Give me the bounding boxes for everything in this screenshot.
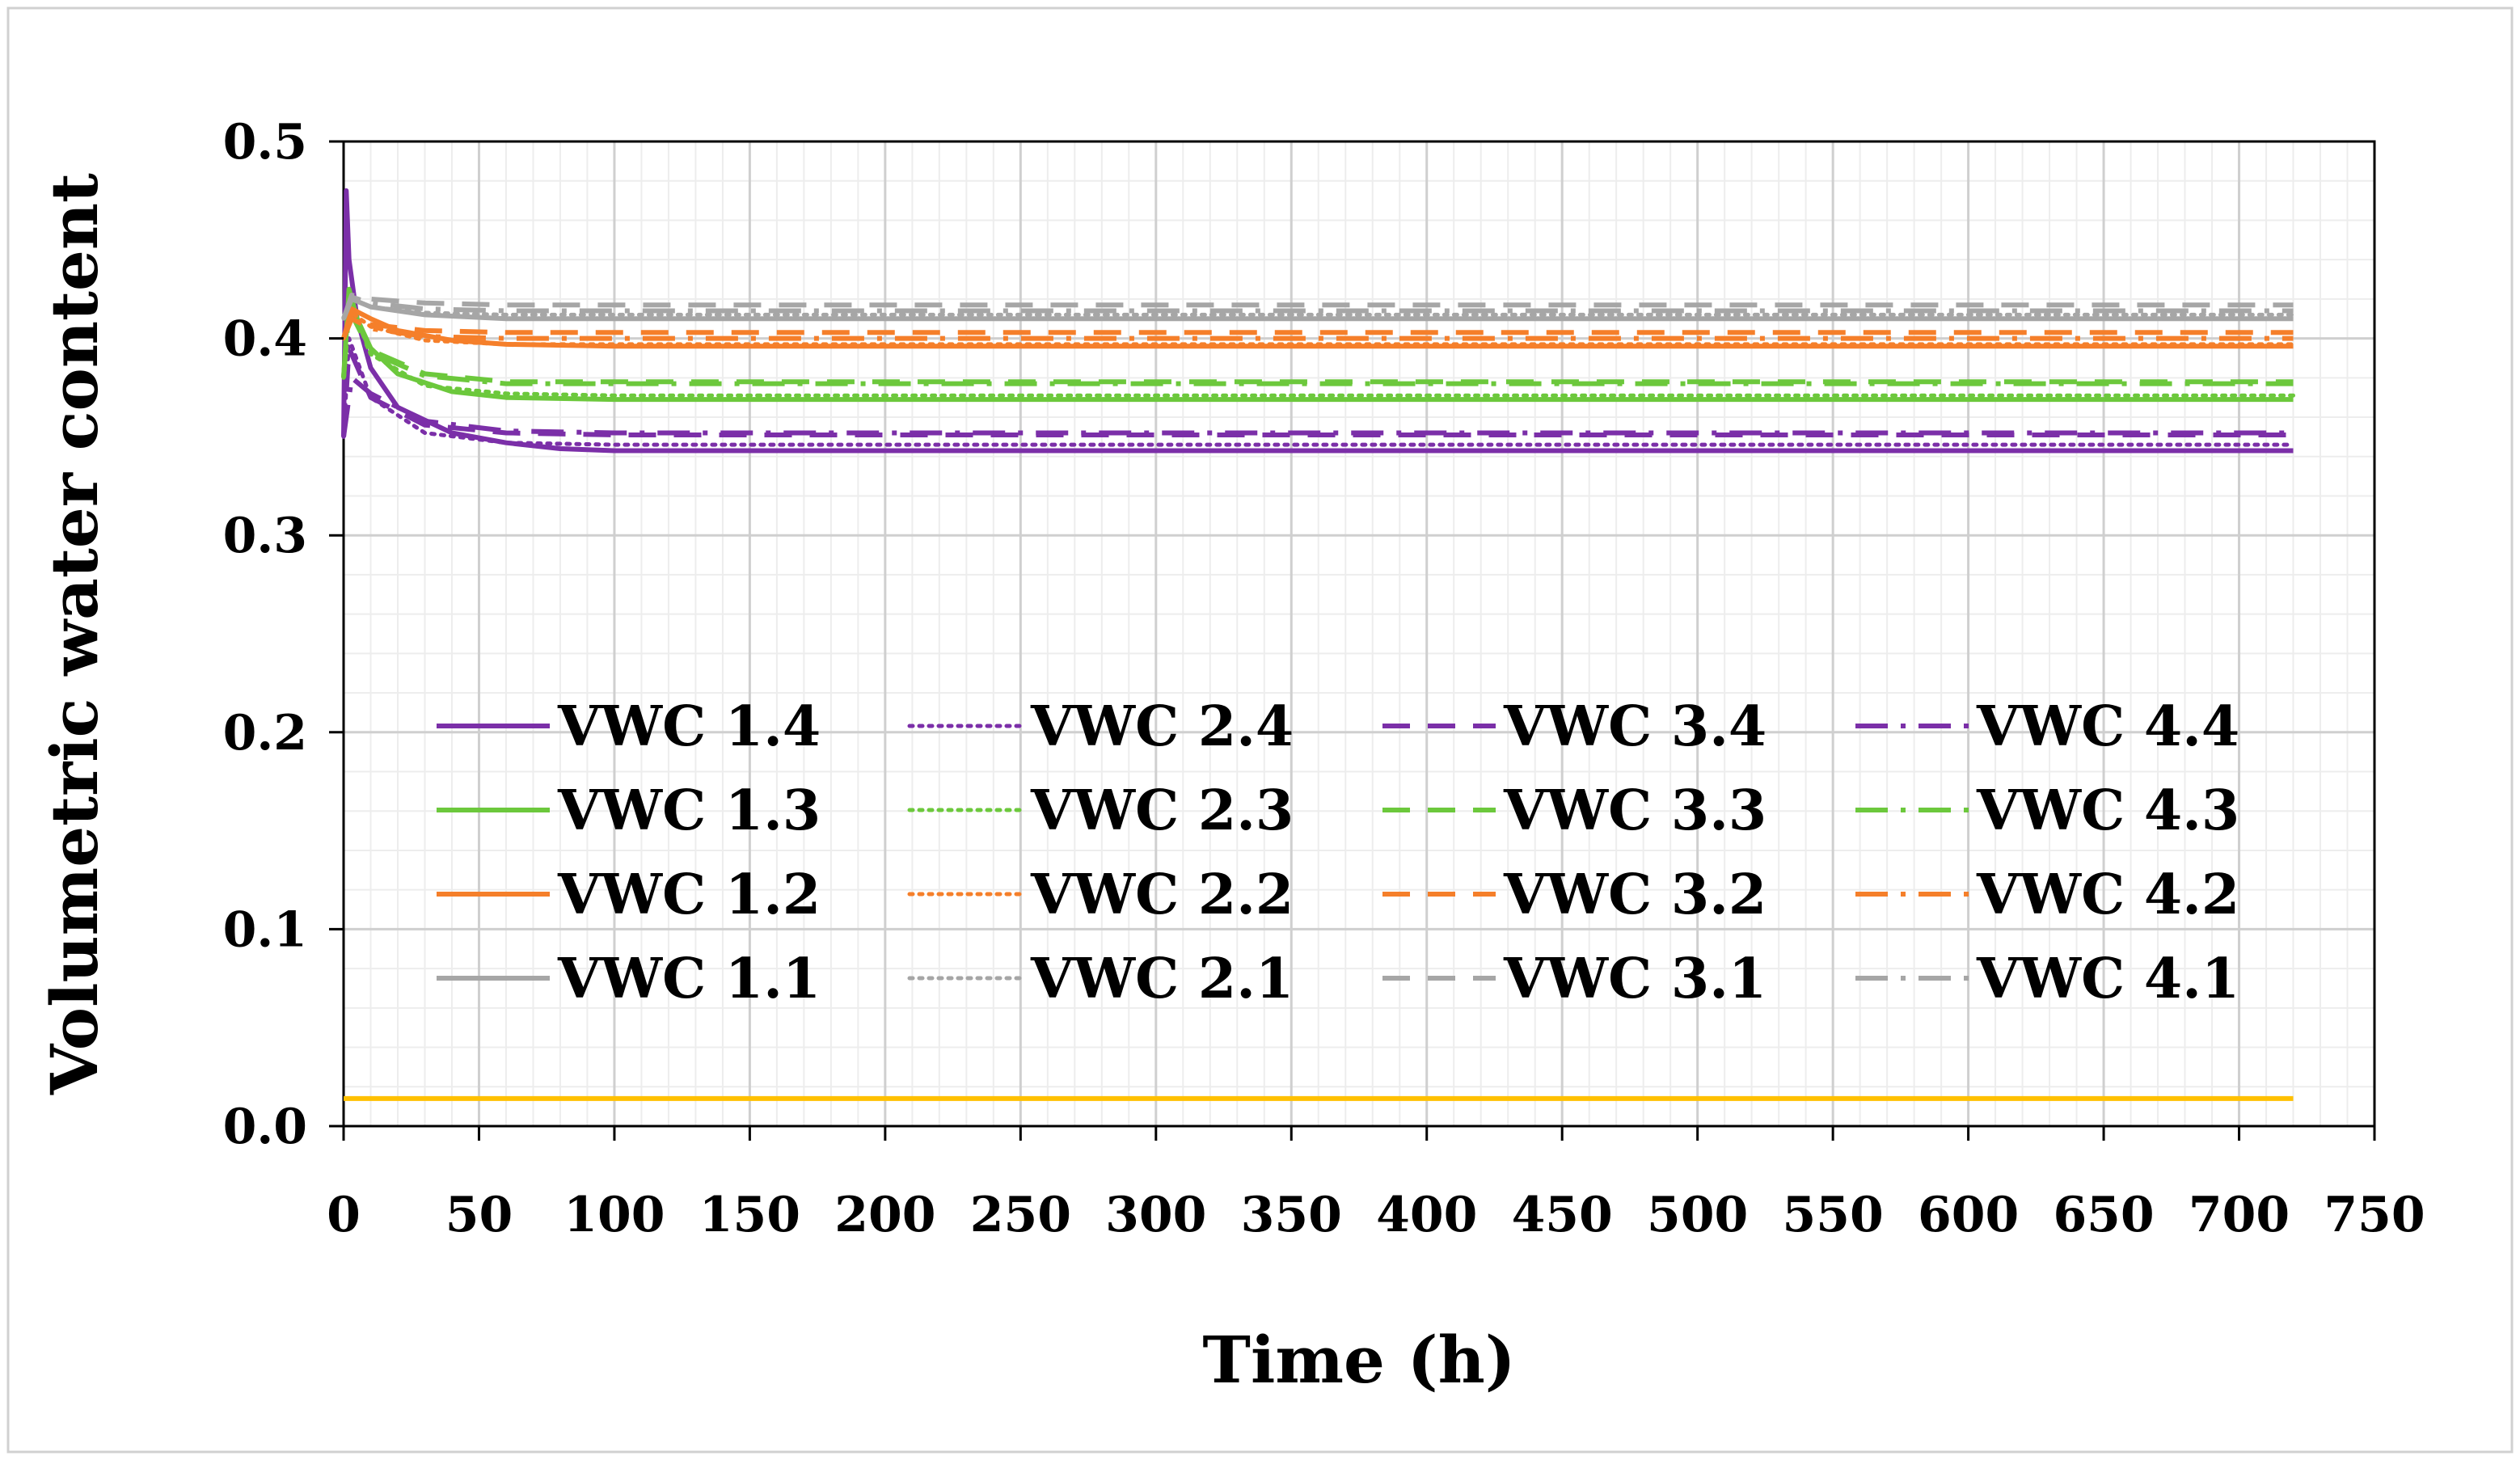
legend-entry-vwc-1-2: VWC 1.2	[437, 863, 821, 927]
series-line-vwc-4-2	[341, 316, 2294, 341]
x-tick-label: 700	[2189, 1187, 2290, 1243]
legend-label: VWC 2.2	[1030, 863, 1294, 927]
legend-entry-vwc-4-2: VWC 4.2	[1855, 863, 2239, 927]
legend-entry-vwc-4-1: VWC 4.1	[1855, 947, 2239, 1011]
y-tick-label: 0.0	[223, 1099, 307, 1155]
y-tick-label: 0.5	[223, 114, 307, 171]
series-line-vwc-4-1	[341, 294, 2294, 320]
axes-layer: 0 50 100 150 200 250 300 350 400 450 500 550 600 650 7…	[223, 114, 2425, 1243]
x-tick-label: 500	[1647, 1187, 1748, 1243]
series-line-vwc-2-4	[341, 336, 2295, 447]
x-tick-label: 600	[1918, 1187, 2019, 1243]
legend-entry-vwc-4-3: VWC 4.3	[1855, 779, 2239, 843]
legend-label: VWC 4.4	[1976, 694, 2239, 759]
y-axis-title: Volumetric water content	[36, 173, 112, 1095]
legend-label: VWC 3.2	[1503, 863, 1767, 927]
x-tick-label: 550	[1783, 1187, 1884, 1243]
legend-label: VWC 4.1	[1976, 947, 2239, 1011]
legend-entry-vwc-1-1: VWC 1.1	[437, 947, 821, 1011]
x-tick-label: 50	[445, 1187, 513, 1243]
legend-entry-vwc-2-4: VWC 2.4	[907, 694, 1294, 759]
series-line-vwc-3-4	[341, 345, 2294, 437]
x-tick-label: 250	[970, 1187, 1071, 1243]
legend: VWC 1.4 VWC 2.4 VWC 3.4 VWC 4.4 VWC 1.3 VWC 2…	[437, 694, 2239, 1011]
y-tick-label: 0.1	[223, 901, 307, 958]
x-tick-label: 0	[327, 1187, 361, 1243]
x-tick-label: 100	[564, 1187, 665, 1243]
legend-entry-vwc-2-1: VWC 2.1	[907, 947, 1294, 1011]
legend-label: VWC 3.1	[1503, 947, 1767, 1011]
series-layer	[341, 188, 2295, 1101]
legend-entry-vwc-2-3: VWC 2.3	[907, 779, 1294, 843]
x-tick-label: 300	[1105, 1187, 1206, 1243]
plot-area-frame	[342, 140, 2376, 1128]
legend-label: VWC 1.2	[557, 863, 821, 927]
x-tick-label: 150	[699, 1187, 800, 1243]
y-tick-label: 0.3	[223, 508, 307, 564]
y-tick-label: 0.4	[223, 311, 307, 368]
x-tick-label: 200	[834, 1187, 935, 1243]
legend-label: VWC 3.3	[1503, 779, 1767, 843]
legend-label: VWC 3.4	[1503, 694, 1767, 759]
legend-entry-vwc-2-2: VWC 2.2	[907, 863, 1294, 927]
x-tick-label: 750	[2324, 1187, 2425, 1243]
legend-entry-vwc-3-4: VWC 3.4	[1382, 694, 1767, 759]
series-line-vwc-1-2	[341, 306, 2294, 349]
x-axis-title: Time (h)	[1202, 1322, 1515, 1398]
legend-entry-vwc-1-3: VWC 1.3	[437, 779, 821, 843]
legend-label: VWC 2.3	[1030, 779, 1294, 843]
x-tick-label: 650	[2053, 1187, 2154, 1243]
legend-entry-vwc-3-3: VWC 3.3	[1382, 779, 1767, 843]
series-line-vwc-4-4	[341, 375, 2294, 437]
y-tick-label: 0.2	[223, 705, 307, 762]
legend-label: VWC 1.3	[557, 779, 821, 843]
x-tick-label: 350	[1241, 1187, 1342, 1243]
legend-label: VWC 4.2	[1976, 863, 2239, 927]
legend-label: VWC 1.4	[557, 694, 821, 759]
legend-entry-vwc-1-4: VWC 1.4	[437, 694, 821, 759]
legend-label: VWC 2.1	[1030, 947, 1294, 1011]
series-line-vwc-3-2	[341, 312, 2294, 340]
x-tick-label: 400	[1376, 1187, 1477, 1243]
legend-entry-vwc-3-1: VWC 3.1	[1382, 947, 1767, 1011]
x-tick-label: 450	[1512, 1187, 1613, 1243]
legend-entry-vwc-4-4: VWC 4.4	[1855, 694, 2239, 759]
legend-label: VWC 4.3	[1976, 779, 2239, 843]
legend-label: VWC 1.1	[557, 947, 821, 1011]
legend-label: VWC 2.4	[1030, 694, 1294, 759]
legend-entry-vwc-3-2: VWC 3.2	[1382, 863, 1767, 927]
series-line-vwc-2-2	[341, 310, 2295, 347]
